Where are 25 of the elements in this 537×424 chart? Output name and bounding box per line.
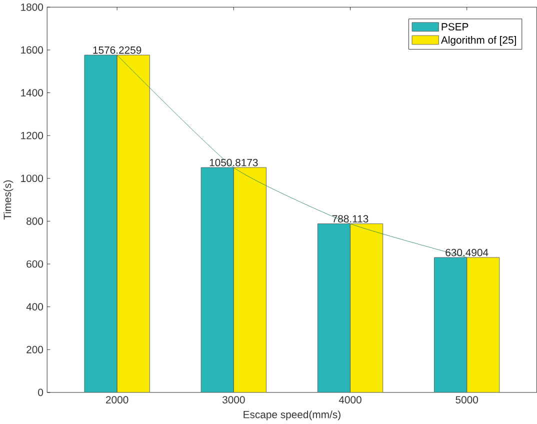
y-tick-label: 400 [26,303,44,311]
x-tick-label: 5000 [456,396,478,404]
bar [234,167,266,393]
y-tick-label: 1800 [21,4,44,11]
x-tick-label: 2000 [106,396,128,404]
y-tick-label: 1000 [21,174,44,182]
bar [350,224,384,393]
y-tick-label: 0 [38,388,44,396]
data-label: 1576.2259 [93,46,142,54]
legend-label: Algorithm of [25] [440,36,516,46]
y-tick-label: 200 [26,346,44,354]
bar [116,54,150,393]
x-axis-title: Escape speed(mm/s) [244,410,340,420]
y-tick-label: 1400 [21,89,44,97]
data-label: 630.4904 [446,248,488,256]
y-axis-title: Times(s) [3,180,14,220]
data-label: 1050.8173 [210,159,258,166]
y-tick-label: 600 [26,260,44,268]
bar [466,257,500,393]
legend-label: PSEP [442,23,468,31]
y-tick-label: 800 [26,218,44,225]
x-tick-label: 4000 [338,396,362,404]
y-tick-label: 1200 [21,132,44,140]
x-tick-label: 3000 [222,396,245,404]
y-tick-label: 1600 [21,46,44,54]
